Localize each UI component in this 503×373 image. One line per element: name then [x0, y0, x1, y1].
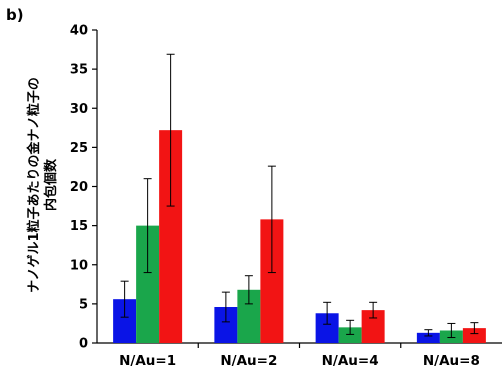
y-axis-title: ナノゲル1粒子あたりの金ナノ粒子の 内包個数	[26, 77, 59, 293]
y-tick-label: 15	[70, 219, 88, 234]
bar	[462, 328, 486, 343]
bar	[416, 332, 440, 343]
y-tick-label: 25	[70, 141, 88, 156]
x-tick-label: N/Au=2	[220, 353, 277, 369]
x-tick-label: N/Au=8	[423, 353, 480, 369]
x-tick-label: N/Au=4	[322, 353, 379, 369]
y-axis-title-line1: ナノゲル1粒子あたりの金ナノ粒子の	[26, 77, 42, 293]
bar	[113, 299, 137, 343]
y-tick-label: 40	[70, 24, 88, 39]
bar	[136, 225, 160, 343]
plot-area: 0 5 10 15 20 25 30 35 40 N/Au=1 N/Au=2 N/Au=4 N/Au=8	[70, 24, 502, 369]
y-tick-label: 35	[70, 63, 88, 78]
bar	[338, 327, 362, 343]
y-tick-label: 0	[79, 337, 88, 352]
y-tick-label: 30	[70, 102, 88, 117]
bar	[260, 219, 284, 343]
bar	[159, 130, 183, 343]
y-tick-label: 20	[70, 180, 88, 195]
bar	[237, 289, 261, 343]
panel-label: b)	[6, 6, 24, 24]
y-tick-label: 5	[79, 297, 88, 312]
x-tick-label: N/Au=1	[119, 353, 176, 369]
bar	[214, 307, 238, 343]
y-tick-label: 10	[70, 258, 88, 273]
y-axis-title-line2: 内包個数	[43, 158, 59, 211]
bar	[315, 313, 339, 343]
bar	[361, 310, 385, 343]
